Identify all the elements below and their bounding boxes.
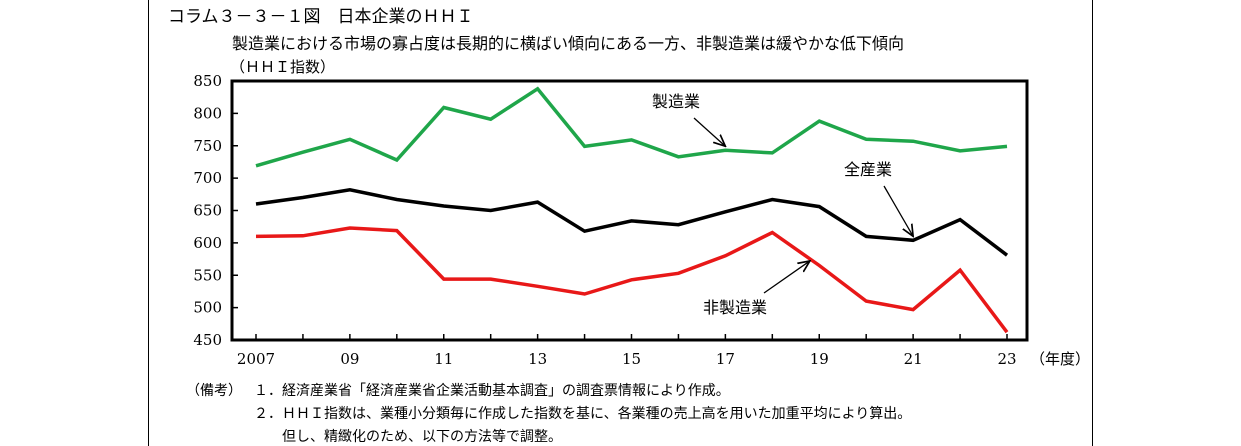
x-tick-label: 19: [810, 350, 829, 368]
x-tick-label: 11: [434, 350, 453, 368]
x-tick-label: 2007: [237, 350, 275, 368]
y-tick-label: 600: [193, 234, 222, 252]
series-line-1: [255, 86, 1008, 168]
y-tick-label: 800: [193, 104, 222, 122]
plot-frame: [230, 79, 1029, 342]
series-line-3: [255, 226, 1009, 334]
series-annotation-label: 製造業: [652, 92, 700, 111]
y-tick-label: 750: [193, 137, 222, 155]
right-frame-line: [1092, 0, 1093, 446]
x-tick-label: 13: [528, 350, 547, 368]
left-frame-line: [148, 0, 149, 446]
series-line-2: [255, 188, 1009, 257]
y-tick-label: 550: [193, 266, 222, 284]
annotation-arrow: [693, 117, 725, 146]
y-axis-unit-label: （ＨＨＩ指数）: [230, 58, 336, 76]
x-tick-label: 15: [622, 350, 641, 368]
note-continuation: 但し、精緻化のため、以下の方法等で調整。: [282, 429, 562, 445]
x-axis-label: （年度）: [1030, 350, 1090, 368]
figure-title: コラム３－３－１図 日本企業のＨＨＩ: [168, 7, 474, 27]
x-tick-label: 17: [716, 350, 735, 368]
figure-subtitle: 製造業における市場の寡占度は長期的に横ばい傾向にある一方、非製造業は緩やかな低下…: [232, 34, 905, 53]
note-item-2: ２．ＨＨＩ指数は、業種小分類毎に作成した指数を基に、各業種の売上高を用いた加重平…: [254, 406, 912, 422]
x-tick-label: 09: [340, 350, 359, 368]
x-tick-label: 21: [904, 350, 923, 368]
note-item-1: １．経済産業省「経済産業省企業活動基本調査」の調査票情報により作成。: [254, 383, 730, 399]
x-tick-label: 23: [997, 350, 1016, 368]
series-annotation-label: 全産業: [844, 160, 892, 179]
y-tick-label: 650: [193, 202, 222, 220]
notes-label: （備考）: [186, 383, 242, 399]
y-tick-label: 700: [193, 169, 222, 187]
y-tick-label: 450: [193, 331, 222, 349]
annotation-arrow: [763, 261, 810, 294]
y-tick-label: 850: [193, 72, 222, 90]
series-annotation-label: 非製造業: [703, 298, 767, 317]
annotation-arrow: [883, 185, 913, 236]
y-tick-label: 500: [193, 299, 222, 317]
